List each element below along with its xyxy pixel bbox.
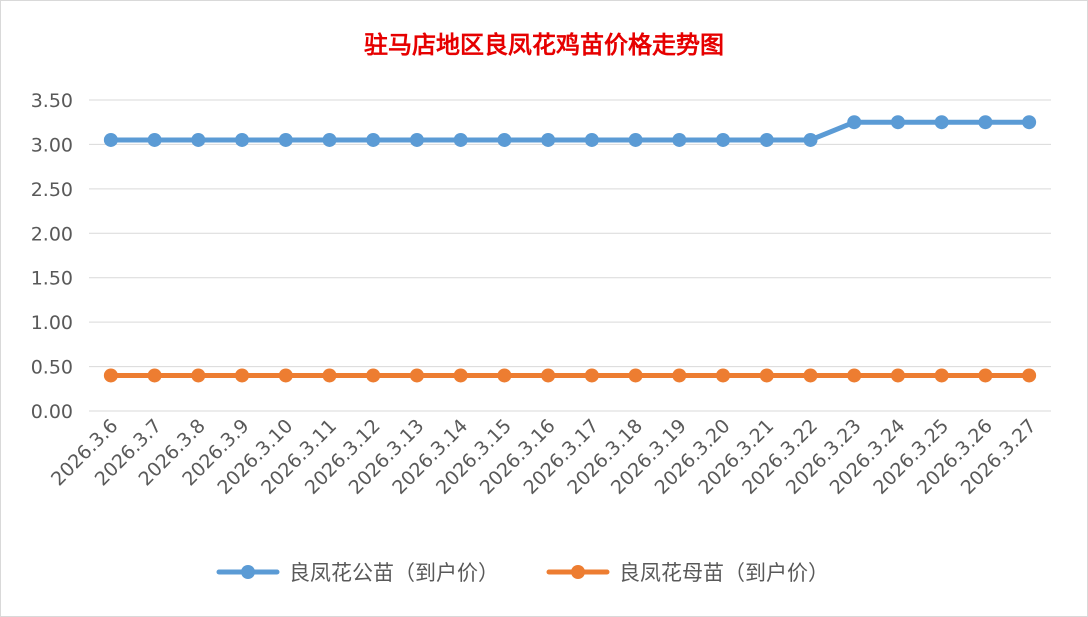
x-axis: 2026.3.62026.3.72026.3.82026.3.92026.3.1… — [47, 415, 1041, 499]
data-point — [890, 115, 905, 130]
data-point — [453, 368, 468, 383]
data-point — [191, 132, 206, 147]
chart-title: 驻马店地区良凤花鸡苗价格走势图 — [364, 31, 724, 59]
legend-swatch-marker — [241, 565, 255, 579]
data-point — [584, 132, 599, 147]
data-point — [803, 368, 818, 383]
data-point — [847, 368, 862, 383]
y-tick-label: 2.50 — [31, 179, 73, 201]
data-point — [716, 368, 731, 383]
y-tick-label: 0.50 — [31, 357, 73, 379]
data-point — [453, 132, 468, 147]
legend-label: 良凤花母苗（到户价） — [619, 561, 829, 585]
data-point — [103, 368, 118, 383]
y-tick-label: 0.00 — [31, 401, 73, 423]
data-point — [278, 368, 293, 383]
legend-swatch-marker — [571, 565, 585, 579]
legend-label: 良凤花公苗（到户价） — [289, 561, 499, 585]
data-point — [497, 368, 512, 383]
plot-area — [103, 115, 1037, 383]
data-point — [409, 132, 424, 147]
data-point — [1022, 368, 1037, 383]
series-line — [108, 119, 1032, 143]
y-tick-label: 1.00 — [31, 312, 73, 334]
data-point — [235, 132, 250, 147]
data-point — [716, 132, 731, 147]
data-point — [322, 132, 337, 147]
data-point — [759, 368, 774, 383]
data-point — [278, 132, 293, 147]
series-1 — [103, 115, 1037, 147]
data-point — [934, 368, 949, 383]
data-point — [584, 368, 599, 383]
y-axis: 0.00 0.50 1.00 1.50 2.00 2.50 3.00 3.50 — [31, 90, 73, 423]
data-point — [366, 368, 381, 383]
data-point — [366, 132, 381, 147]
data-point — [759, 132, 774, 147]
data-point — [103, 132, 118, 147]
y-tick-label: 3.00 — [31, 134, 73, 156]
data-point — [235, 368, 250, 383]
y-tick-label: 3.50 — [31, 90, 73, 112]
data-point — [497, 132, 512, 147]
data-point — [978, 368, 993, 383]
data-point — [628, 368, 643, 383]
data-point — [803, 132, 818, 147]
data-point — [322, 368, 337, 383]
data-point — [409, 368, 424, 383]
data-point — [890, 368, 905, 383]
series-2 — [103, 368, 1037, 383]
data-point — [672, 368, 687, 383]
data-point — [847, 115, 862, 130]
data-point — [672, 132, 687, 147]
legend: 良凤花公苗（到户价） 良凤花母苗（到户价） — [216, 561, 829, 585]
data-point — [147, 132, 162, 147]
data-point — [1022, 115, 1037, 130]
data-point — [541, 368, 556, 383]
legend-item: 良凤花母苗（到户价） — [546, 561, 829, 585]
legend-item: 良凤花公苗（到户价） — [216, 561, 499, 585]
data-point — [934, 115, 949, 130]
data-point — [541, 132, 556, 147]
gridlines — [89, 99, 1051, 412]
y-tick-label: 1.50 — [31, 268, 73, 290]
data-point — [978, 115, 993, 130]
y-tick-label: 2.00 — [31, 223, 73, 245]
data-point — [628, 132, 643, 147]
data-point — [147, 368, 162, 383]
data-point — [191, 368, 206, 383]
